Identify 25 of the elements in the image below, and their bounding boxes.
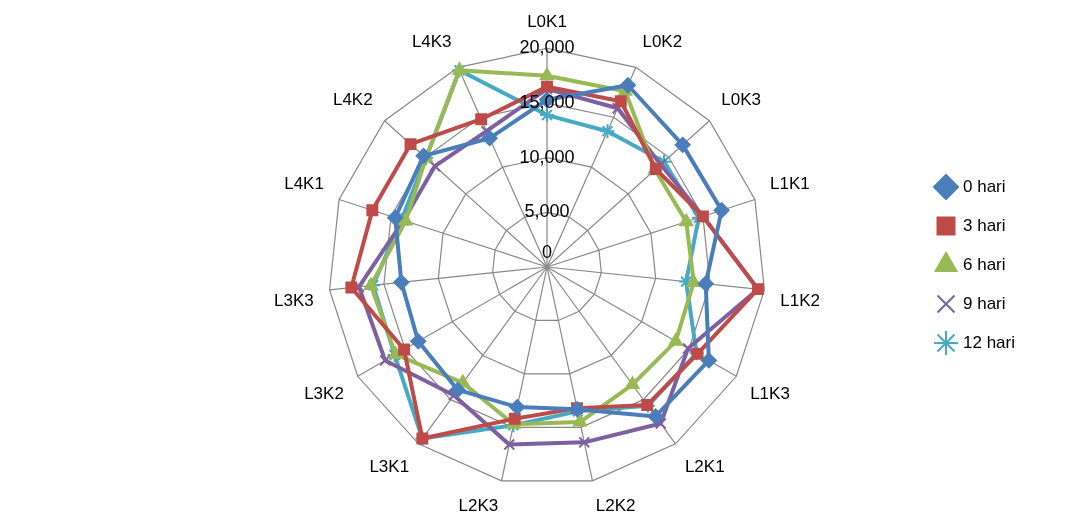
spoke-label: L2K2 <box>595 496 636 516</box>
spoke-label: L3K1 <box>369 456 410 476</box>
spoke-label: L4K3 <box>411 32 452 52</box>
spoke-label: L1K3 <box>750 384 790 404</box>
spoke-label: L2K1 <box>684 456 725 476</box>
spoke-label: L4K2 <box>332 89 373 109</box>
spoke-label: L4K1 <box>284 173 324 193</box>
spoke-label: L3K2 <box>304 384 344 404</box>
y-tick-label: 5,000 <box>524 201 570 222</box>
y-tick-label: 20,000 <box>519 37 575 58</box>
spoke-label: L0K3 <box>721 89 762 109</box>
spoke-label: L2K3 <box>458 496 499 516</box>
spoke-label: L1K2 <box>780 291 821 311</box>
legend-label: 3 hari <box>963 215 1006 235</box>
y-tick-label: 0 <box>541 241 553 262</box>
spoke-label: L0K2 <box>642 32 683 52</box>
spoke-label: L0K1 <box>527 11 567 31</box>
legend-label: 6 hari <box>963 254 1006 274</box>
legend-label: 0 hari <box>963 176 1006 196</box>
y-tick-label: 10,000 <box>519 146 575 167</box>
spoke-label: L1K1 <box>770 173 810 193</box>
legend-label: 9 hari <box>963 293 1006 313</box>
spoke-label: L3K3 <box>273 291 314 311</box>
legend-label: 12 hari <box>963 332 1015 352</box>
y-tick-label: 15,000 <box>519 92 575 113</box>
